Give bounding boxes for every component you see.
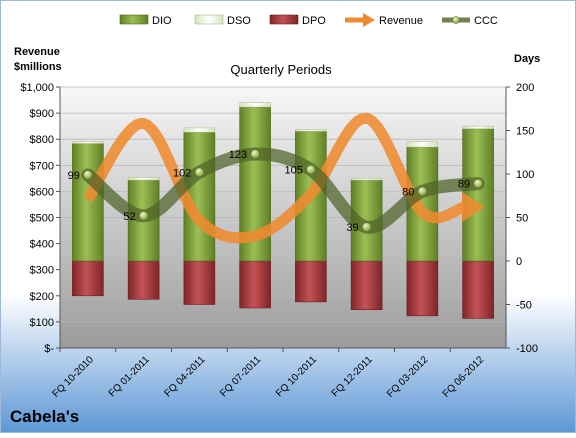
dpo-bar — [462, 260, 494, 319]
dso-bar — [406, 141, 439, 148]
dpo-bar — [127, 260, 160, 300]
y-right-tick-label: 200 — [516, 82, 534, 94]
chart-title: Quarterly Periods — [230, 62, 332, 77]
dpo-bar — [406, 260, 439, 317]
y-right-tick-label: -50 — [516, 300, 532, 312]
dio-bar — [72, 143, 104, 262]
y-left-tick-label: $700 — [30, 160, 54, 172]
dso-bar — [350, 178, 383, 181]
ccc-data-labels: 99 52 102 123 105 39 80 89 — [68, 149, 471, 234]
revenue-arrowhead — [462, 192, 485, 223]
legend-swatch-dpo — [269, 14, 299, 25]
dpo-bar — [72, 260, 104, 297]
y-right-tick-label: 50 — [516, 213, 528, 225]
dso-bar — [127, 177, 160, 181]
y-left-tick-label: $300 — [30, 265, 54, 277]
y-right-tick-label: -100 — [516, 343, 538, 355]
y-right-tick-label: 0 — [516, 256, 522, 268]
y-left-tick-label: $800 — [30, 134, 54, 146]
legend: DIO DSO DPO Revenue CCC — [119, 13, 498, 27]
y-right-tick-label: 100 — [516, 169, 534, 181]
ccc-data-label: 52 — [123, 211, 135, 223]
ccc-point — [250, 149, 261, 159]
dso-bar — [239, 102, 271, 108]
dpo-bar — [183, 260, 216, 305]
dpo-bar — [239, 260, 271, 309]
y-right-label: Days — [514, 53, 540, 65]
legend-swatch-dso — [194, 14, 224, 25]
y-left-tick-label: $600 — [30, 186, 54, 198]
legend-swatch-ccc-dot — [452, 16, 460, 24]
ccc-data-label: 89 — [458, 179, 470, 191]
dio-bar — [462, 128, 494, 262]
ccc-point — [417, 186, 428, 197]
ccc-point — [361, 222, 372, 232]
legend-label-ccc: CCC — [474, 15, 498, 27]
ccc-data-label: 80 — [402, 186, 414, 198]
y-left-tick-label: $1,000 — [20, 82, 54, 94]
company-name: Cabela's — [10, 407, 79, 426]
legend-label-dpo: DPO — [302, 15, 326, 27]
y-left-tick-label: $100 — [30, 317, 54, 329]
dso-bar — [72, 141, 104, 144]
ccc-data-label: 123 — [229, 149, 247, 161]
y-left-tick-label: $400 — [30, 239, 54, 251]
legend-swatch-dio — [119, 14, 149, 25]
ccc-point — [82, 169, 93, 180]
dso-bar — [462, 125, 494, 130]
legend-label-dso: DSO — [227, 15, 251, 27]
legend-label-revenue: Revenue — [379, 15, 423, 27]
dpo-bar — [350, 260, 383, 311]
legend-label-dio: DIO — [152, 15, 172, 27]
ccc-data-label: 39 — [346, 222, 358, 234]
ccc-point — [194, 167, 205, 178]
y-left-label-line1: Revenue — [14, 46, 60, 58]
ccc-data-label: 102 — [173, 167, 191, 179]
dso-bar — [183, 127, 216, 133]
lines-layer — [81, 112, 485, 244]
ccc-data-label: 99 — [68, 170, 80, 182]
y-left-label-line2: $millions — [14, 61, 62, 73]
y-left-tick-label: $500 — [30, 213, 54, 225]
ccc-point — [473, 178, 484, 189]
dpo-bar — [295, 260, 327, 303]
y-left-tick-label: $900 — [30, 108, 54, 120]
ccc-point — [305, 164, 316, 175]
y-left-tick-label: $200 — [30, 291, 54, 303]
legend-swatch-revenue-arrowhead — [363, 13, 375, 27]
ccc-point — [138, 210, 149, 221]
y-right-tick-label: 150 — [516, 126, 534, 138]
y-left-tick-label: $- — [44, 343, 54, 355]
revenue-line — [83, 112, 466, 244]
dso-bar — [295, 129, 327, 132]
ccc-data-label: 105 — [285, 165, 303, 177]
